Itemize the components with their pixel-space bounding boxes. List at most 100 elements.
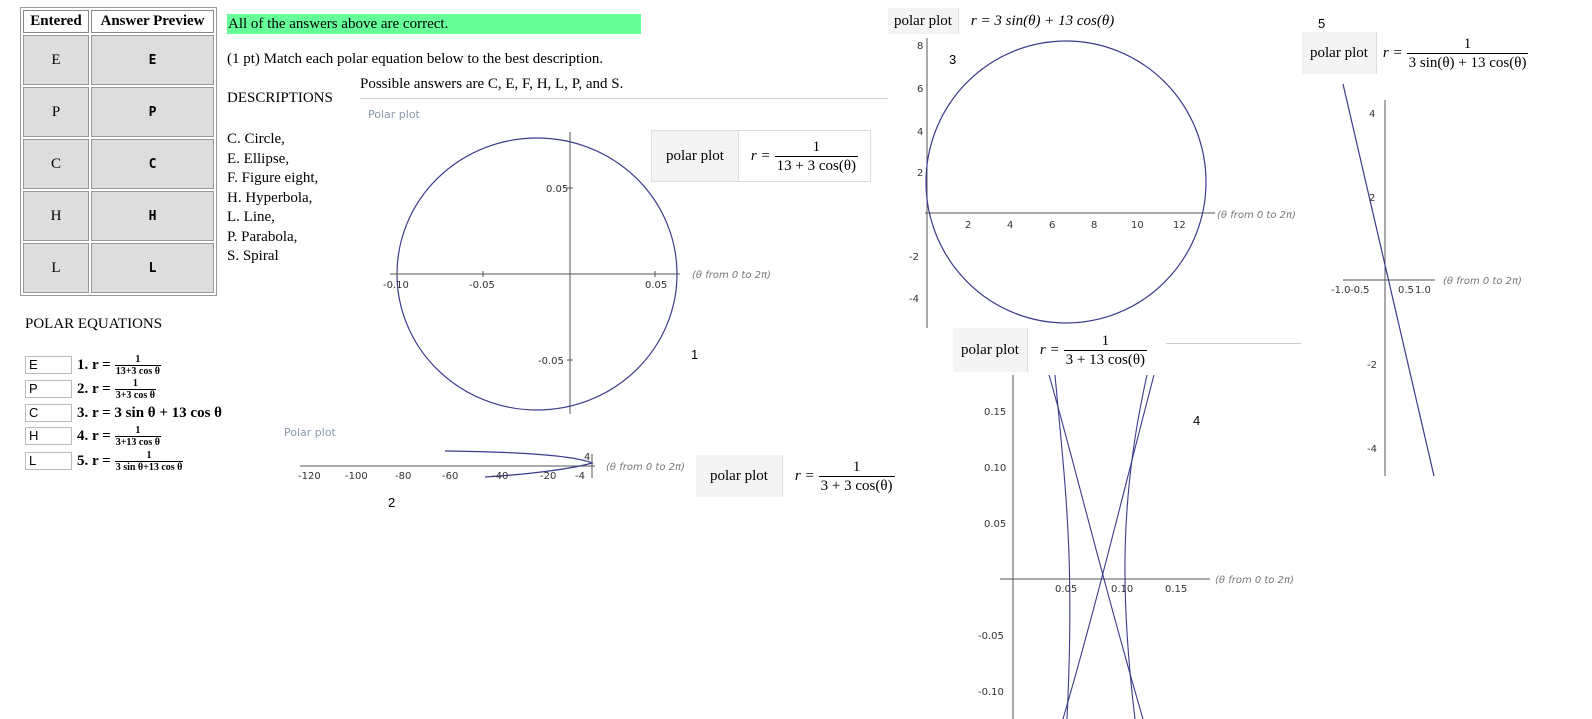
frac-den: 13 + 3 cos(θ)	[774, 155, 859, 174]
tick-label: 6	[1049, 220, 1055, 231]
entered-cell: C	[23, 139, 89, 189]
answer-input-3[interactable]: C	[25, 404, 72, 422]
tick-label: -80	[395, 471, 411, 482]
tick-label: 0.15	[1165, 584, 1187, 595]
header-answer-preview: Answer Preview	[91, 10, 214, 33]
tick-label: -0.5	[1350, 285, 1370, 296]
polar-plot-caption: Polar plot	[284, 426, 336, 439]
tick-label: 4	[584, 452, 590, 463]
tick-label: -20	[540, 471, 556, 482]
entered-cell: E	[23, 35, 89, 85]
equation-den: 3 sin θ+13 cos θ	[114, 460, 184, 473]
tick-label: 4	[1369, 109, 1375, 120]
plot2-svg: -120 -100 -80 -60 -40 -20 4 -4 (θ from 0…	[298, 450, 685, 482]
plot3-curve	[925, 40, 1207, 324]
equation-label: 2. r =	[77, 380, 111, 397]
equation-num: 1	[135, 353, 141, 365]
r-eq: r =	[1039, 341, 1060, 358]
problem-prompt: (1 pt) Match each polar equation below t…	[227, 51, 604, 67]
tick-label: 0.05	[645, 280, 667, 291]
tick-label: 0.15	[984, 407, 1006, 418]
equation-den: 3+13 cos θ	[114, 435, 161, 448]
answer-input-2[interactable]: P	[25, 380, 72, 398]
preview-cell: E	[91, 35, 214, 85]
tick-label: -0.05	[469, 280, 495, 291]
r-eq: r =	[750, 147, 771, 164]
plot3-svg: 2 4 6 8 10 12 8 6 4 2 -2 -4 (θ from 0 to…	[909, 38, 1296, 328]
tick-label: 4	[1007, 220, 1013, 231]
plot3-formula-box: polar plot r = 3 sin(θ) + 13 cos(θ)	[888, 8, 1127, 34]
tick-label: -120	[298, 471, 321, 482]
entered-cell: P	[23, 87, 89, 137]
descriptions-heading: DESCRIPTIONS	[227, 90, 333, 106]
equation-label: 1. r =	[77, 356, 111, 373]
tick-label: -0.10	[978, 687, 1004, 698]
description-item: F. Figure eight,	[227, 170, 319, 186]
tick-label: -2	[909, 252, 919, 263]
equation-den: 13+3 cos θ	[114, 364, 161, 377]
equations-heading: POLAR EQUATIONS	[25, 316, 163, 332]
tick-label: 2	[1369, 193, 1375, 204]
plot1-svg: -0.10 -0.05 0.05 0.05 -0.05 (θ from 0 to…	[383, 132, 771, 414]
tick-label: 6	[917, 84, 923, 95]
description-item: H. Hyperbola,	[227, 189, 313, 206]
plot5-svg: -1.0 -0.5 0.5 1.0 4 2 -2 -4 (θ from 0 to…	[1331, 83, 1522, 477]
tick-label: 0.05	[1055, 584, 1077, 595]
frac-den: 3 sin(θ) + 13 cos(θ)	[1406, 52, 1529, 71]
description-item: C. Circle,	[227, 131, 285, 147]
answer-table: Entered Answer Preview E E P P C C H H L…	[20, 7, 217, 296]
possible-answers: Possible answers are C, E, F, H, L, P, a…	[360, 76, 624, 92]
polar-plot-caption: Polar plot	[368, 108, 420, 121]
plot2-curve	[444, 450, 594, 478]
table-row: E E	[23, 35, 214, 85]
tick-label: 2	[917, 168, 923, 179]
table-row: L L	[23, 243, 214, 293]
descriptions-list: C. Circle, E. Ellipse, F. Figure eight, …	[227, 130, 318, 267]
frac-den: 3 + 13 cos(θ)	[1063, 349, 1148, 368]
tick-label: -0.05	[538, 356, 564, 367]
tick-label: -1.0	[1331, 285, 1351, 296]
tick-label: 0.05	[984, 519, 1006, 530]
tick-label: -0.05	[978, 631, 1004, 642]
header-entered: Entered	[23, 10, 89, 33]
entered-cell: H	[23, 191, 89, 241]
pp-label: polar plot	[888, 8, 959, 34]
equation-row-3: C 3. r = 3 sin θ + 13 cos θ	[25, 402, 222, 424]
equation-num: 1	[132, 377, 138, 389]
tick-label: -60	[442, 471, 458, 482]
frac-den: 3 + 3 cos(θ)	[818, 475, 895, 494]
plot-number-4: 4	[1193, 413, 1201, 428]
table-row: P P	[23, 87, 214, 137]
plot-number-2: 2	[388, 495, 396, 510]
answer-input-4[interactable]: H	[25, 427, 72, 445]
theta-range-label: (θ from 0 to 2π)	[606, 462, 685, 473]
tick-label: 1.0	[1415, 285, 1431, 296]
tick-label: 8	[1091, 220, 1097, 231]
plot-number-1: 1	[691, 347, 699, 362]
tick-label: -4	[1367, 444, 1377, 455]
equation-num: 1	[146, 449, 152, 461]
tick-label: -0.10	[383, 280, 409, 291]
equation-label: 4. r =	[77, 427, 111, 444]
equation-den: 3+3 cos θ	[114, 388, 156, 401]
plot-number-5: 5	[1318, 16, 1326, 31]
frac-num: 1	[852, 458, 861, 475]
description-item: E. Ellipse,	[227, 150, 290, 167]
tick-label: 0.10	[984, 463, 1006, 474]
answer-input-5[interactable]: L	[25, 452, 72, 470]
theta-range-label: (θ from 0 to 2π)	[692, 270, 771, 281]
preview-cell: L	[91, 243, 214, 293]
frac-num: 1	[812, 138, 821, 155]
theta-range-label: (θ from 0 to 2π)	[1215, 575, 1294, 586]
tick-label: 0.5	[1398, 285, 1414, 296]
equation-label: 5. r =	[77, 452, 111, 469]
equation-label: 3. r = 3 sin θ + 13 cos θ	[77, 404, 222, 421]
divider	[1166, 343, 1301, 344]
answer-input-1[interactable]: E	[25, 356, 72, 374]
plot5-curve	[1342, 83, 1435, 477]
tick-label: 0.05	[546, 184, 568, 195]
plot3-formula: r = 3 sin(θ) + 13 cos(θ)	[970, 12, 1115, 29]
table-row: C C	[23, 139, 214, 189]
